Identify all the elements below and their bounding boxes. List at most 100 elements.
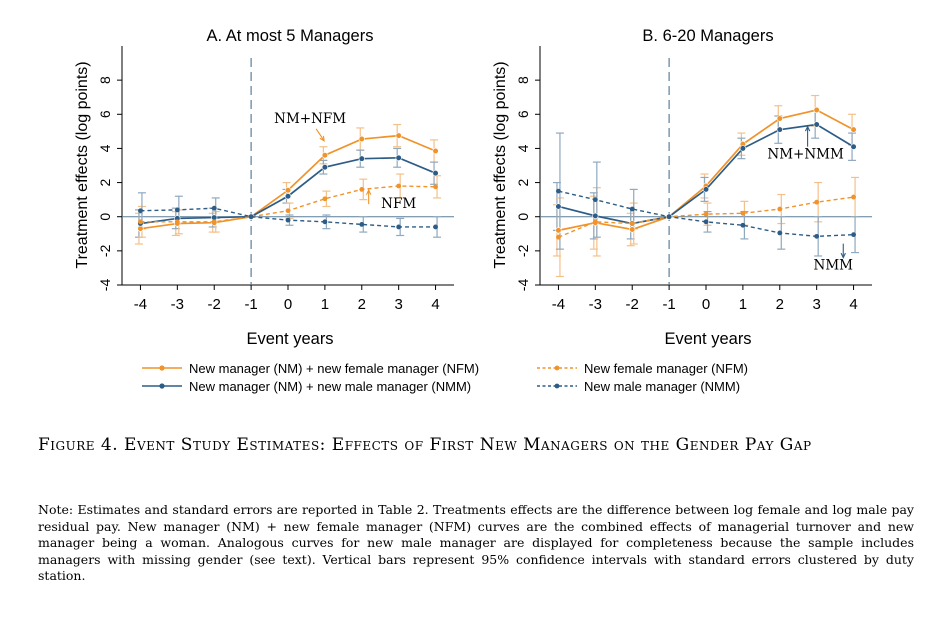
panel-a-title: A. At most 5 Managers bbox=[207, 27, 374, 45]
y-tick-label: -4 bbox=[97, 279, 113, 292]
data-point-nm_nfm bbox=[555, 227, 562, 234]
panel-b-plot: -4 -2 0 2 4 6 8 -4 -3 -2 -1 0 1 2 3 4 NM+NMM NMM bbox=[515, 46, 872, 313]
data-point-nmm bbox=[211, 205, 217, 211]
data-point-nm_nmm bbox=[739, 145, 746, 152]
x-tick-label: -1 bbox=[662, 296, 675, 313]
data-point-nm_nfm bbox=[776, 115, 783, 122]
data-point-nfm bbox=[851, 194, 856, 200]
data-point-nm_nmm bbox=[284, 193, 292, 200]
panel-a: A. At most 5 Managers Treatment effects … bbox=[74, 27, 454, 348]
y-tick-label: 2 bbox=[97, 178, 113, 186]
legend-label-nmm: New male manager (NMM) bbox=[584, 379, 740, 394]
x-tick-label: -3 bbox=[171, 296, 184, 313]
panel-b-xlabel: Event years bbox=[664, 330, 751, 348]
data-point-nmm bbox=[556, 188, 561, 194]
data-point-nfm bbox=[138, 219, 143, 225]
x-tick-label: 1 bbox=[321, 296, 329, 313]
data-point-nm_nfm bbox=[813, 106, 820, 114]
data-point-nmm bbox=[174, 207, 180, 213]
y-tick-label: 0 bbox=[515, 213, 531, 221]
data-point-nfm bbox=[359, 187, 365, 192]
x-tick-label: -2 bbox=[208, 296, 221, 313]
data-point-nmm bbox=[359, 221, 365, 227]
annotation-arrowhead bbox=[840, 252, 846, 259]
data-point-nfm bbox=[285, 208, 291, 214]
legend-label-nm-nfm: New manager (NM) + new female manager (N… bbox=[189, 361, 479, 376]
data-point-nm_nmm bbox=[592, 212, 599, 219]
data-point-nmm bbox=[777, 230, 783, 236]
data-point-nmm bbox=[592, 197, 598, 203]
data-point-nfm bbox=[777, 206, 783, 212]
data-point-nmm bbox=[396, 224, 402, 230]
data-point-nmm bbox=[703, 219, 709, 225]
y-tick-label: 6 bbox=[97, 110, 113, 118]
legend-item-nm-nmm: New manager (NM) + new male manager (NMM… bbox=[142, 379, 471, 394]
annotation-label: NM+NFM bbox=[274, 111, 346, 127]
data-point-nm_nmm bbox=[776, 126, 783, 133]
data-point-nfm bbox=[322, 196, 328, 202]
data-point-nmm bbox=[740, 222, 746, 228]
data-point-nm_nfm bbox=[850, 126, 857, 133]
annotation-label: NFM bbox=[381, 196, 416, 212]
x-tick-label: 2 bbox=[776, 296, 784, 313]
annotation-arrow bbox=[315, 128, 325, 142]
figure: A. At most 5 Managers Treatment effects … bbox=[74, 27, 872, 394]
data-point-nm_nfm bbox=[358, 135, 365, 143]
x-tick-label: -1 bbox=[244, 296, 257, 313]
data-point-nm_nmm bbox=[395, 154, 402, 161]
data-point-nfm bbox=[629, 221, 635, 226]
annotation-arrowhead bbox=[365, 188, 372, 195]
data-point-nm_nmm bbox=[358, 155, 365, 162]
data-point-nmm bbox=[322, 219, 328, 225]
data-point-nfm bbox=[740, 210, 746, 216]
y-tick-label: 6 bbox=[515, 110, 531, 118]
data-point-nm_nmm bbox=[555, 203, 562, 210]
data-point-nfm bbox=[703, 211, 709, 217]
legend-item-nm-nfm: New manager (NM) + new female manager (N… bbox=[142, 361, 479, 376]
data-point-nmm bbox=[248, 214, 254, 220]
legend: New manager (NM) + new female manager (N… bbox=[142, 361, 748, 394]
legend-item-nfm: New female manager (NFM) bbox=[537, 361, 748, 376]
data-point-nm_nmm bbox=[813, 121, 820, 128]
data-point-nfm bbox=[174, 219, 180, 225]
data-point-nmm bbox=[285, 217, 291, 223]
y-tick-label: 0 bbox=[97, 213, 113, 221]
data-point-nm_nfm bbox=[432, 147, 439, 155]
data-point-nm_nfm bbox=[629, 226, 636, 233]
y-tick-label: -2 bbox=[97, 244, 113, 257]
x-tick-label: 2 bbox=[358, 296, 366, 313]
y-tick-label: 8 bbox=[515, 76, 531, 84]
data-point-nm_nmm bbox=[432, 170, 439, 177]
x-tick-label: -2 bbox=[626, 296, 639, 313]
annotation-label: NMM bbox=[814, 258, 854, 274]
y-tick-label: 8 bbox=[97, 76, 113, 84]
data-point-nmm bbox=[629, 206, 635, 212]
y-tick-label: -4 bbox=[515, 279, 531, 292]
data-point-nmm bbox=[814, 233, 820, 239]
x-tick-label: 0 bbox=[284, 296, 292, 313]
annotation-arrowhead bbox=[804, 125, 811, 132]
panel-a-ylabel: Treatment effects (log points) bbox=[74, 61, 91, 268]
data-point-nfm bbox=[211, 219, 217, 225]
data-point-nm_nfm bbox=[137, 225, 144, 232]
annotation-arrowhead bbox=[319, 135, 325, 142]
series-line-nfm bbox=[558, 196, 854, 238]
data-point-nmm bbox=[851, 232, 856, 238]
y-tick-label: 4 bbox=[515, 144, 531, 152]
legend-label-nm-nmm: New manager (NM) + new male manager (NMM… bbox=[189, 379, 471, 394]
panel-b-title: B. 6-20 Managers bbox=[642, 27, 773, 45]
panel-b-ylabel: Treatment effects (log points) bbox=[492, 61, 509, 268]
figure-note: Note: Estimates and standard errors are … bbox=[38, 502, 914, 583]
data-point-nfm bbox=[814, 199, 820, 205]
x-tick-label: 0 bbox=[702, 296, 710, 313]
x-tick-label: 4 bbox=[849, 296, 857, 313]
data-point-nmm bbox=[138, 208, 143, 214]
x-tick-label: 3 bbox=[812, 296, 820, 313]
legend-label-nfm: New female manager (NFM) bbox=[584, 361, 748, 376]
x-tick-label: -4 bbox=[552, 296, 565, 313]
data-point-nmm bbox=[666, 214, 672, 220]
figure-caption: Figure 4. Event Study Estimates: Effects… bbox=[38, 435, 812, 455]
data-point-nmm bbox=[433, 224, 438, 230]
data-point-nfm bbox=[592, 219, 598, 225]
x-tick-label: 3 bbox=[394, 296, 402, 313]
